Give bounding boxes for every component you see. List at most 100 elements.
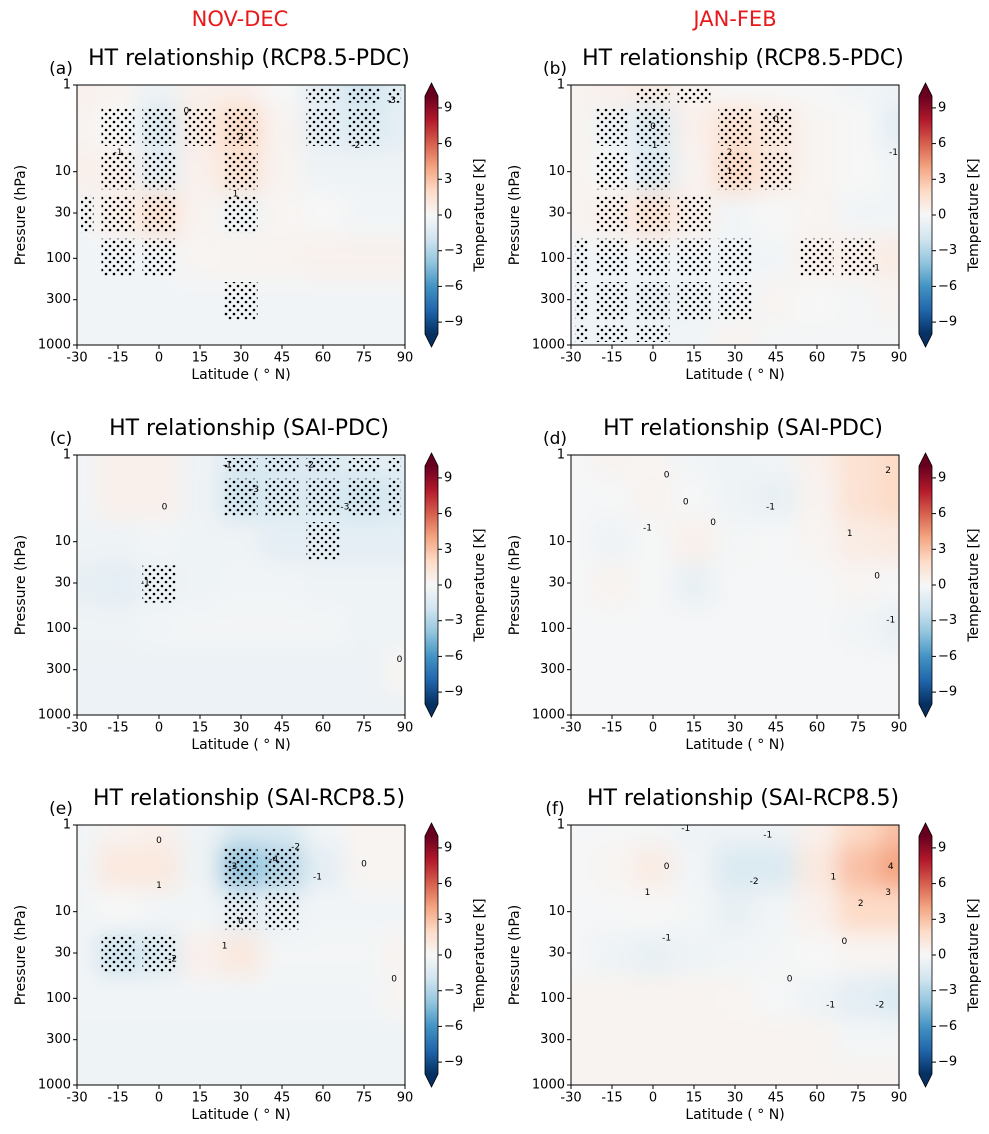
contour-label: 0 <box>787 975 793 985</box>
y-tick-label: 10 <box>548 534 565 549</box>
contour-label: -3 <box>228 862 237 872</box>
field-cell <box>591 475 633 520</box>
stipple <box>224 458 258 473</box>
colorbar-label: Temperature [K] <box>472 158 488 272</box>
x-tick-label: 30 <box>727 351 744 366</box>
field-cell <box>138 1062 180 1085</box>
column-title: JAN-FEB <box>691 7 776 31</box>
field-cell <box>571 105 592 150</box>
field-cell <box>261 562 303 607</box>
field-cell <box>97 519 139 563</box>
field-cell <box>97 975 139 1020</box>
stipple <box>347 88 381 103</box>
field-cell <box>138 692 180 715</box>
field-cell <box>384 562 405 607</box>
colorbar <box>919 96 932 334</box>
field-cell <box>755 692 797 715</box>
contour-label: -2 <box>305 460 314 470</box>
field-cell <box>837 475 879 520</box>
panel-label: (d) <box>543 429 567 449</box>
field-cell <box>755 889 797 933</box>
colorbar-frame <box>918 822 933 1088</box>
field-cell <box>755 85 797 107</box>
stipple <box>759 152 793 190</box>
colorbar-tick-label: −3 <box>444 613 463 628</box>
y-tick-label: 300 <box>46 1032 71 1047</box>
stipple <box>347 478 381 517</box>
stipple <box>306 478 340 517</box>
contour-label: -3 <box>340 503 349 513</box>
field-cell <box>714 825 756 847</box>
y-axis-label: Pressure (hPa) <box>507 165 523 265</box>
field-cell <box>97 1062 139 1085</box>
field-cell <box>384 649 405 693</box>
field-cell <box>571 519 592 563</box>
x-tick-label: 60 <box>809 1091 826 1106</box>
colorbar-tick-label: 9 <box>444 840 452 855</box>
field-cell <box>755 605 797 650</box>
field-cell <box>837 519 879 563</box>
field-cell <box>343 149 385 193</box>
field-cell <box>878 932 899 977</box>
contour-label: 2 <box>858 899 864 909</box>
colorbar-label: Temperature [K] <box>472 528 488 642</box>
x-tick-label: 45 <box>274 721 291 736</box>
y-tick-label: 1 <box>557 78 565 93</box>
field-cell <box>837 85 879 107</box>
y-tick-label: 100 <box>46 991 71 1006</box>
contour-label: 1 <box>156 881 162 891</box>
field-cell <box>77 1062 98 1085</box>
field-cell <box>77 562 98 607</box>
field-cell <box>220 825 262 847</box>
chart-title: HT relationship (SAI-RCP8.5) <box>93 786 405 811</box>
colorbar-extend <box>425 334 438 347</box>
field-cell <box>261 975 303 1020</box>
field-cell <box>179 1019 221 1063</box>
field-cell <box>632 1062 674 1085</box>
stipple <box>81 195 94 233</box>
x-tick-label: -30 <box>66 351 87 366</box>
stipple <box>595 195 629 233</box>
stipple <box>101 152 135 190</box>
colorbar-tick-label: −6 <box>938 279 957 294</box>
stipple <box>718 282 752 320</box>
field <box>77 825 405 1085</box>
field-cell <box>77 605 98 650</box>
y-tick-label: 1 <box>63 448 71 463</box>
x-tick-label: 75 <box>850 721 867 736</box>
contour-label: -1 <box>643 524 652 534</box>
stipple <box>224 892 258 930</box>
stipple <box>636 108 670 147</box>
stipple-layer <box>142 458 401 603</box>
colorbar-tick-label: 6 <box>938 876 946 891</box>
field-cell <box>220 975 262 1020</box>
field-cell <box>220 519 262 563</box>
field-cell <box>755 1062 797 1085</box>
x-tick-label: -15 <box>601 721 622 736</box>
contour-label: -4 <box>269 855 278 865</box>
field-cell <box>571 845 592 890</box>
field-cell <box>302 975 344 1020</box>
x-tick-label: 45 <box>274 1091 291 1106</box>
colorbar-tick-label: −3 <box>938 613 957 628</box>
y-tick-label: 1 <box>557 448 565 463</box>
field-cell <box>77 649 98 693</box>
colorbar-extend <box>425 704 438 717</box>
colorbar-tick-label: 3 <box>938 542 946 557</box>
field-cell <box>673 845 715 890</box>
field-cell <box>179 475 221 520</box>
field-cell <box>384 192 405 237</box>
field-cell <box>673 105 715 150</box>
x-tick-label: 0 <box>155 351 163 366</box>
colorbar-tick-label: 0 <box>444 578 452 593</box>
y-tick-label: 10 <box>54 164 71 179</box>
field-cell <box>302 322 344 345</box>
field-cell <box>714 85 756 107</box>
stipple <box>224 195 258 233</box>
field-cell <box>714 975 756 1020</box>
field-cell <box>138 605 180 650</box>
chart-title: HT relationship (RCP8.5-PDC) <box>582 46 904 71</box>
field-cell <box>755 192 797 237</box>
contour-label: 1 <box>727 167 733 177</box>
